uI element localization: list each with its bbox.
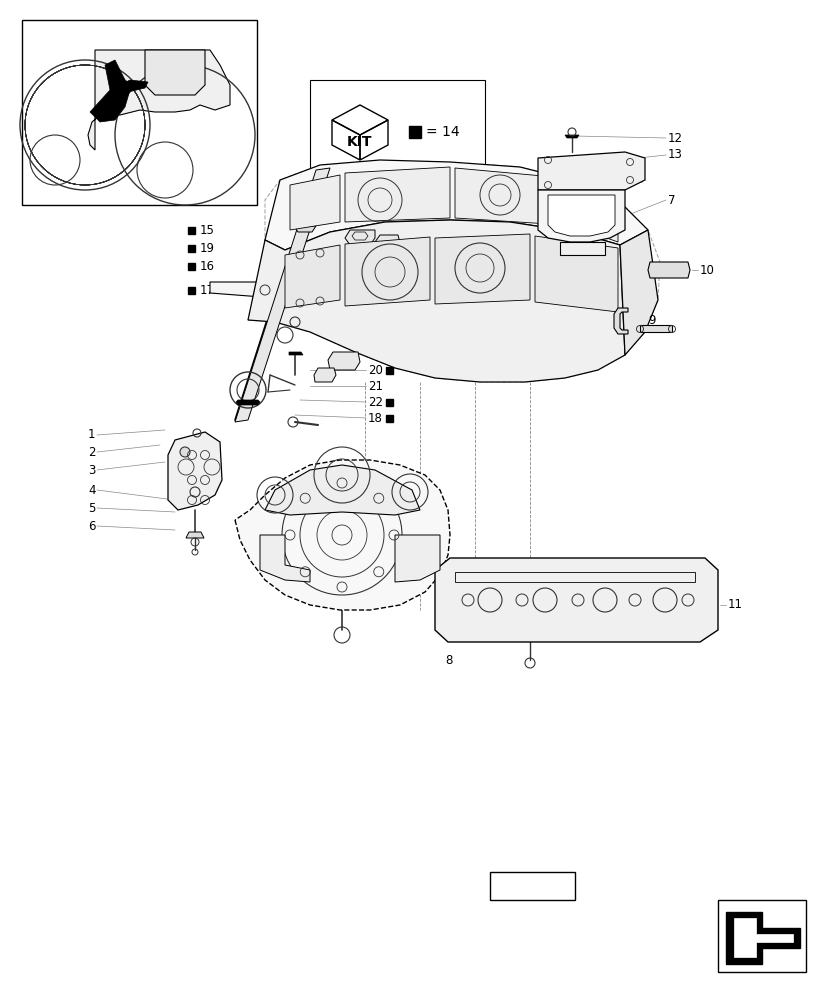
Text: 23: 23 xyxy=(368,346,383,359)
Polygon shape xyxy=(734,918,793,957)
Text: 11: 11 xyxy=(728,598,743,611)
Text: 7: 7 xyxy=(668,194,676,207)
Polygon shape xyxy=(186,532,204,538)
Polygon shape xyxy=(235,168,330,422)
Text: 10: 10 xyxy=(700,263,715,276)
Polygon shape xyxy=(328,352,360,370)
Polygon shape xyxy=(560,242,605,255)
Bar xyxy=(386,366,394,373)
Polygon shape xyxy=(168,432,222,510)
Polygon shape xyxy=(90,60,130,122)
Bar xyxy=(189,244,195,251)
Polygon shape xyxy=(726,912,800,964)
Text: 8: 8 xyxy=(445,654,452,666)
Polygon shape xyxy=(640,325,672,332)
Polygon shape xyxy=(455,168,565,225)
Text: 19: 19 xyxy=(200,241,215,254)
Bar xyxy=(189,227,195,233)
Text: 21: 21 xyxy=(368,379,383,392)
Polygon shape xyxy=(570,182,618,242)
Polygon shape xyxy=(375,235,400,250)
Polygon shape xyxy=(314,368,336,382)
Text: 5: 5 xyxy=(88,502,96,514)
Polygon shape xyxy=(620,230,658,355)
Bar xyxy=(718,900,806,972)
Text: 9: 9 xyxy=(648,314,656,326)
Polygon shape xyxy=(265,465,420,515)
Circle shape xyxy=(180,447,190,457)
Polygon shape xyxy=(294,226,316,232)
Text: 3: 3 xyxy=(88,464,96,477)
Polygon shape xyxy=(435,234,530,304)
Text: 2: 2 xyxy=(88,446,96,458)
Text: 17: 17 xyxy=(200,284,215,296)
Text: 20: 20 xyxy=(368,363,383,376)
Text: 12: 12 xyxy=(668,131,683,144)
Text: 18: 18 xyxy=(368,412,383,424)
Text: 6: 6 xyxy=(88,520,96,532)
Polygon shape xyxy=(548,195,615,236)
Polygon shape xyxy=(260,535,310,582)
Text: 1.80.5: 1.80.5 xyxy=(512,880,552,892)
Text: 22: 22 xyxy=(368,395,383,408)
Polygon shape xyxy=(290,175,340,230)
Polygon shape xyxy=(145,50,205,95)
Polygon shape xyxy=(535,236,618,312)
Polygon shape xyxy=(235,460,450,610)
Polygon shape xyxy=(395,535,440,582)
Polygon shape xyxy=(538,190,625,242)
Polygon shape xyxy=(648,262,690,278)
Bar xyxy=(189,286,195,294)
Bar xyxy=(409,126,421,138)
Polygon shape xyxy=(345,167,450,222)
Bar xyxy=(310,80,485,180)
Bar xyxy=(386,398,394,406)
Polygon shape xyxy=(435,558,718,642)
Polygon shape xyxy=(345,237,430,306)
Text: 4: 4 xyxy=(88,484,96,496)
Text: 16: 16 xyxy=(200,259,215,272)
Polygon shape xyxy=(210,282,350,303)
Polygon shape xyxy=(236,400,260,405)
Text: 15: 15 xyxy=(200,224,215,236)
Polygon shape xyxy=(285,245,340,308)
Bar xyxy=(490,872,575,900)
Polygon shape xyxy=(265,160,648,250)
Polygon shape xyxy=(538,152,645,190)
Polygon shape xyxy=(614,308,628,334)
Polygon shape xyxy=(248,220,625,382)
Polygon shape xyxy=(565,135,579,138)
Polygon shape xyxy=(345,230,375,245)
Text: KIT: KIT xyxy=(347,135,372,149)
Text: 1: 1 xyxy=(88,428,96,442)
Bar xyxy=(22,20,257,205)
Text: = 14: = 14 xyxy=(426,125,460,139)
Polygon shape xyxy=(110,80,148,92)
Text: 13: 13 xyxy=(668,148,683,161)
Bar xyxy=(386,414,394,422)
Polygon shape xyxy=(88,50,230,150)
Bar xyxy=(189,262,195,269)
Polygon shape xyxy=(289,352,303,355)
